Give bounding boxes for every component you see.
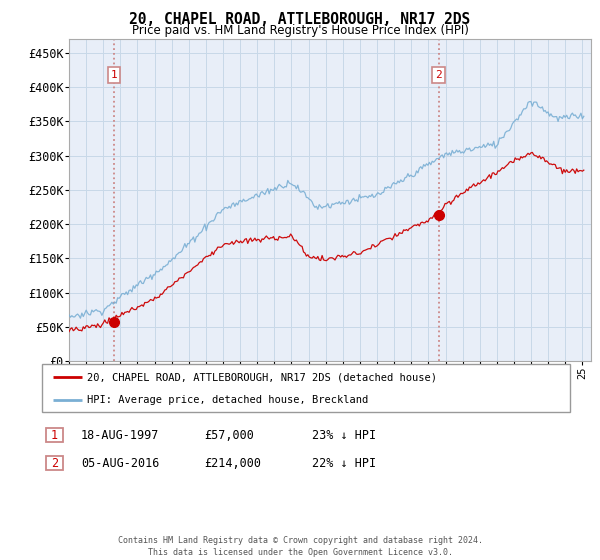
Text: 2: 2 [435,70,442,80]
Text: 18-AUG-1997: 18-AUG-1997 [81,429,160,442]
Text: Contains HM Land Registry data © Crown copyright and database right 2024.
This d: Contains HM Land Registry data © Crown c… [118,536,482,557]
Text: 22% ↓ HPI: 22% ↓ HPI [312,457,376,470]
Text: 2: 2 [51,456,58,470]
Text: 20, CHAPEL ROAD, ATTLEBOROUGH, NR17 2DS: 20, CHAPEL ROAD, ATTLEBOROUGH, NR17 2DS [130,12,470,27]
Text: Price paid vs. HM Land Registry's House Price Index (HPI): Price paid vs. HM Land Registry's House … [131,24,469,36]
Text: 1: 1 [110,70,118,80]
FancyBboxPatch shape [46,456,63,470]
FancyBboxPatch shape [46,428,63,442]
Text: £57,000: £57,000 [204,429,254,442]
Text: 20, CHAPEL ROAD, ATTLEBOROUGH, NR17 2DS (detached house): 20, CHAPEL ROAD, ATTLEBOROUGH, NR17 2DS … [87,372,437,382]
Text: 23% ↓ HPI: 23% ↓ HPI [312,429,376,442]
FancyBboxPatch shape [42,364,570,412]
Text: 05-AUG-2016: 05-AUG-2016 [81,457,160,470]
Text: £214,000: £214,000 [204,457,261,470]
Text: 1: 1 [51,428,58,442]
Text: HPI: Average price, detached house, Breckland: HPI: Average price, detached house, Brec… [87,395,368,405]
